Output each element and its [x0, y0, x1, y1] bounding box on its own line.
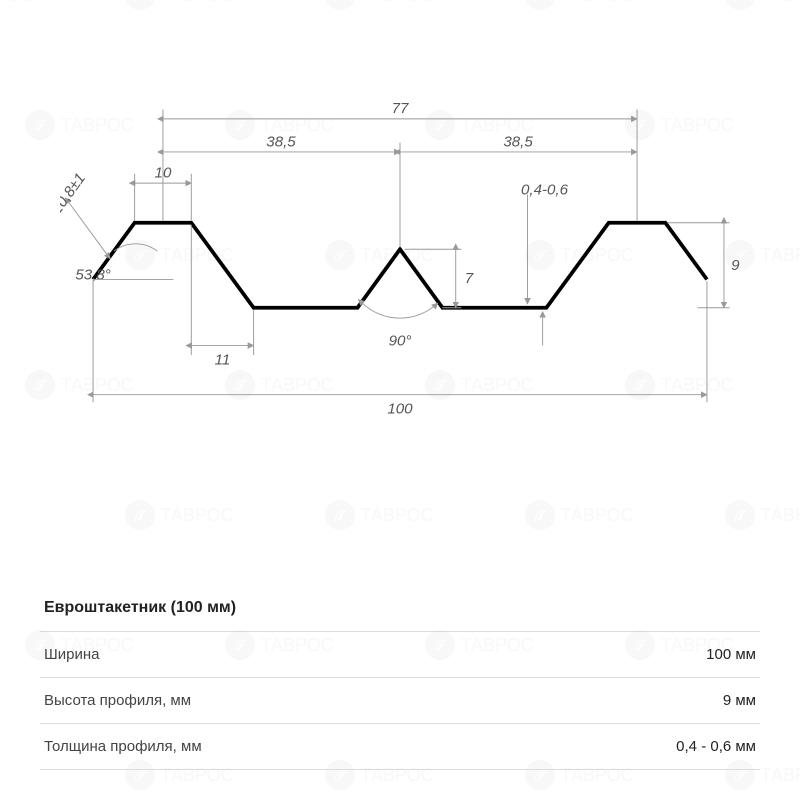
dim-right-height: 9 [731, 257, 740, 274]
spec-value: 100 мм [706, 646, 756, 663]
dim-half-right: 38,5 [503, 133, 533, 150]
dim-edge-angle: 53,8° [75, 266, 110, 283]
spec-table: Евроштакетник (100 мм) Ширина 100 мм Высот… [40, 589, 760, 770]
spec-row: Ширина 100 мм [40, 632, 760, 678]
dim-thickness: 0,4-0,6 [521, 181, 569, 198]
dim-center-angle: 90° [389, 333, 412, 350]
spec-value: 9 мм [723, 692, 756, 709]
spec-label: Высота профиля, мм [44, 692, 191, 709]
spec-label: Ширина [44, 646, 99, 663]
spec-row: Высота профиля, мм 9 мм [40, 678, 760, 724]
dim-center-height: 7 [465, 270, 474, 287]
dim-total-width: 100 [387, 401, 413, 418]
spec-label: Толщина профиля, мм [44, 738, 202, 755]
dim-bottom-offset: 11 [215, 351, 231, 368]
dim-top-span: 77 [392, 100, 409, 117]
spec-row: Толщина профиля, мм 0,4 - 0,6 мм [40, 724, 760, 770]
spec-value: 0,4 - 0,6 мм [676, 738, 756, 755]
technical-diagram: 77 38,5 38,5 10 10,8±1 53,8° 11 90° 7 [60, 100, 740, 440]
dim-top-flat: 10 [155, 164, 172, 181]
dim-half-left: 38,5 [266, 133, 296, 150]
spec-title: Евроштакетник (100 мм) [40, 589, 760, 632]
profile-svg: 77 38,5 38,5 10 10,8±1 53,8° 11 90° 7 [60, 100, 740, 440]
